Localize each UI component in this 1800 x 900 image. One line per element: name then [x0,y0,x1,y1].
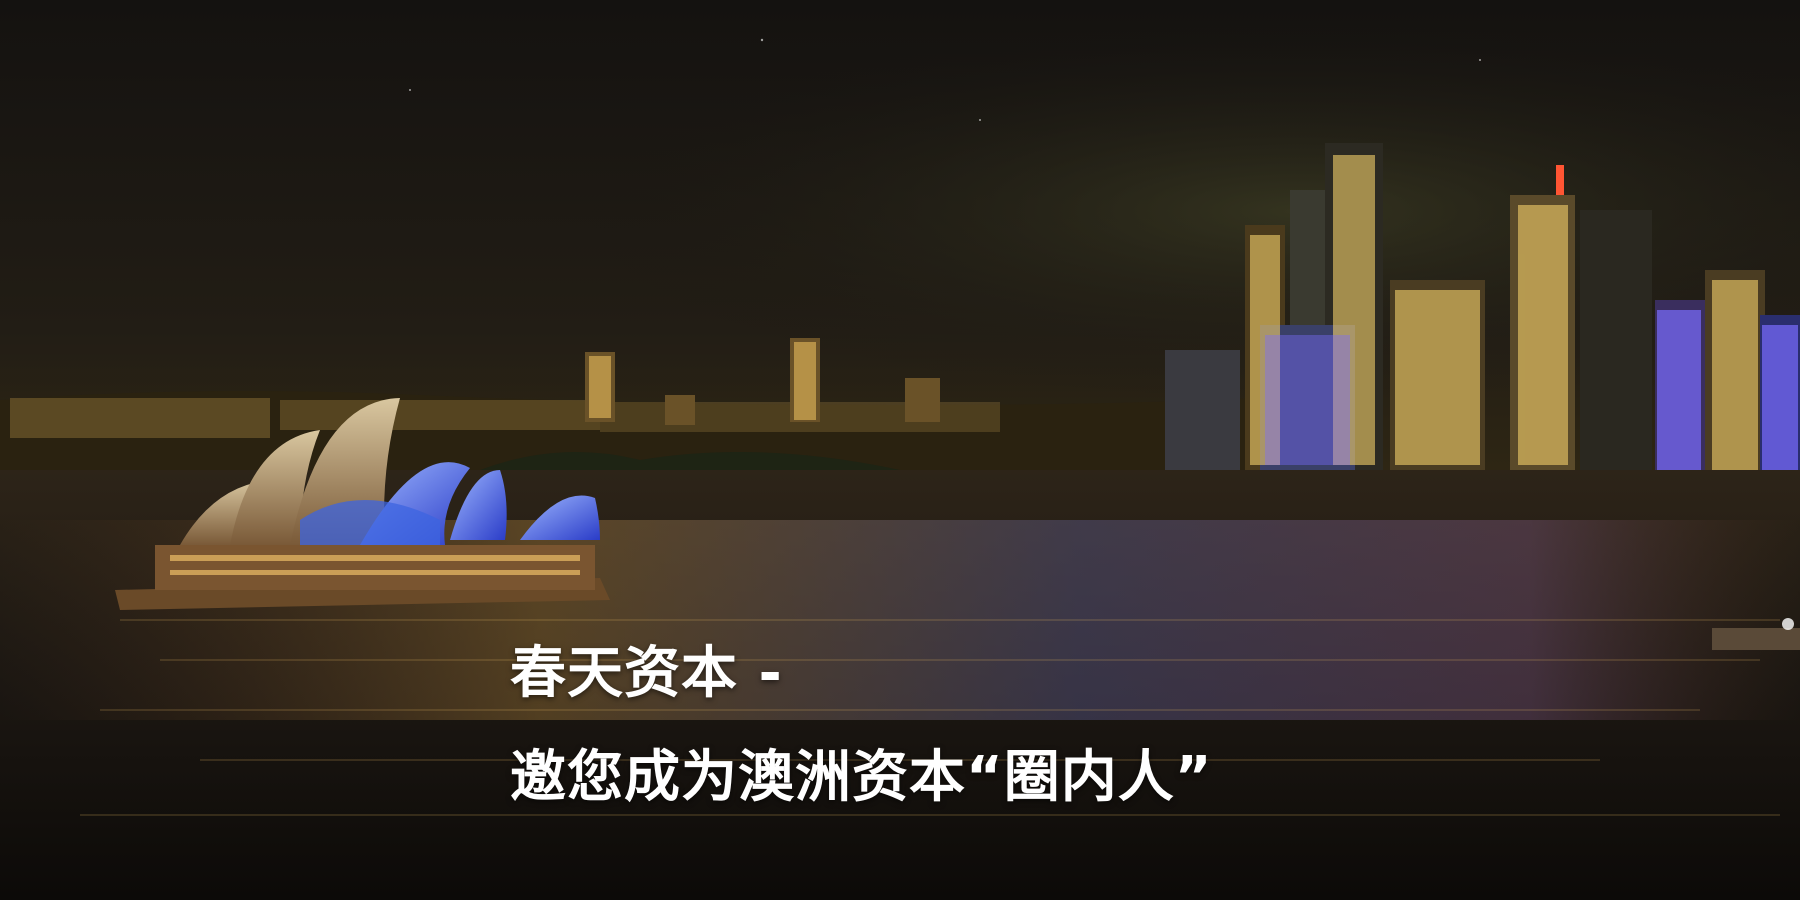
headline: 春天资本 - 邀您成为澳洲资本“圈内人” [510,622,1213,830]
headline-line-2: 邀您成为澳洲资本“圈内人” [510,745,1213,810]
headline-line-1: 春天资本 - [510,641,783,706]
